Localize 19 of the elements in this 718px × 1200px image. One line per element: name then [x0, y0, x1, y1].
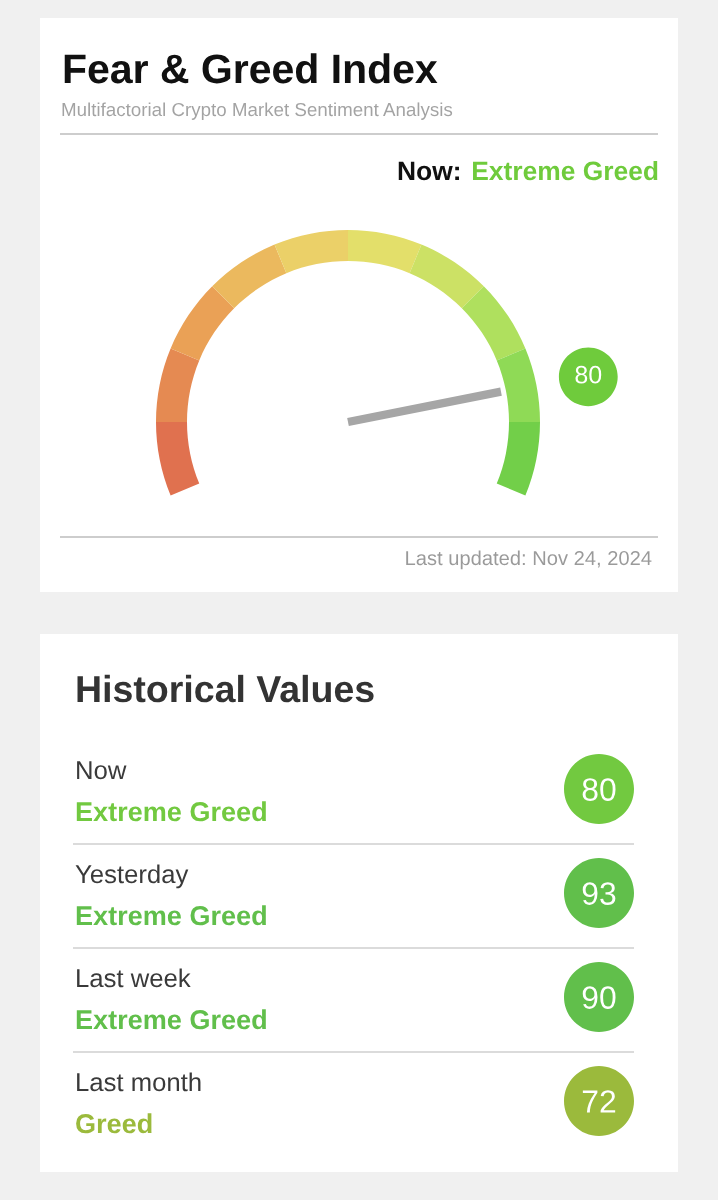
category-label: Last month — [77, 1072, 201, 1092]
text: Last updated: Nov 24, 2024 — [406, 550, 652, 570]
chart-title: Fear & Greed Index — [64, 53, 438, 84]
data-label: 72 — [582, 1090, 616, 1113]
text: Now: — [398, 161, 459, 181]
category-label: Yesterday — [75, 864, 189, 889]
slice-label: 80 — [575, 365, 602, 384]
category-label: Now — [77, 761, 127, 780]
text: Extreme Greed — [76, 1009, 266, 1030]
text: Greed — [76, 1113, 152, 1134]
text: Historical Values — [77, 674, 374, 703]
text: Extreme Greed — [76, 905, 266, 926]
text: Extreme Greed — [473, 160, 658, 181]
data-label: 80 — [582, 778, 616, 801]
data-label: 93 — [582, 882, 616, 905]
data-label: 90 — [582, 986, 616, 1009]
text: Extreme Greed — [76, 801, 266, 822]
chart-subtitle: Multifactorial Crypto Market Sentiment Analysis — [62, 102, 453, 120]
category-label: Last week — [77, 968, 191, 988]
